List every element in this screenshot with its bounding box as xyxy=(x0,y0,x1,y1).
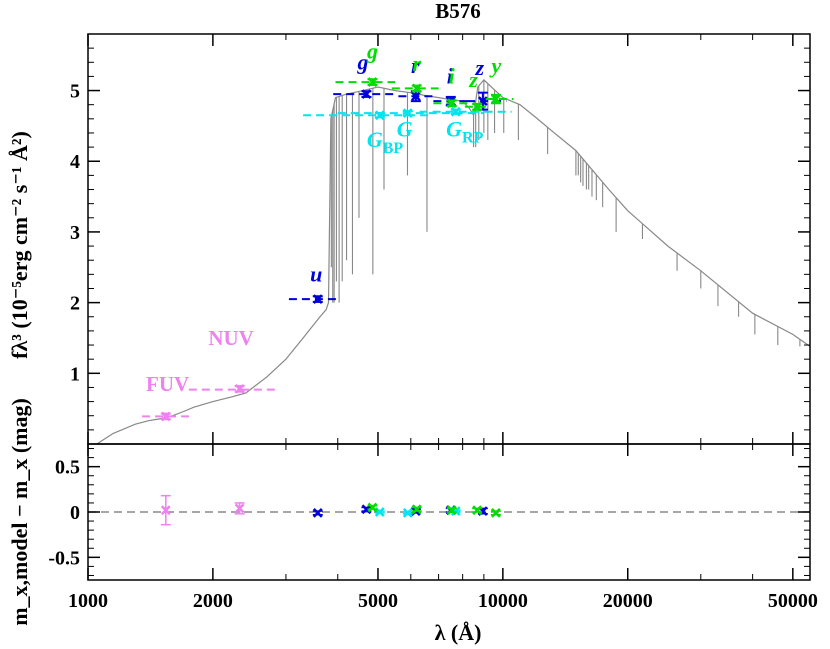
x-tick-label: 10000 xyxy=(478,590,528,612)
photometry-point-sdss-u xyxy=(312,294,323,304)
x-axis-label: λ (Å) xyxy=(435,620,482,645)
top-y-tick-label: 1 xyxy=(70,363,80,385)
bottom-y-tick-label: 0 xyxy=(70,502,80,524)
residual-point-galex-FUV xyxy=(160,505,171,516)
photometry-point-gaia-G_RP xyxy=(450,106,461,117)
residual-point-sdss-u xyxy=(312,508,323,518)
band-label-ps1-y: y xyxy=(489,53,502,78)
residual-point-galex-NUV xyxy=(234,503,245,514)
top-y-tick-label: 5 xyxy=(70,81,80,103)
top-y-axis-label: fλ³ (10⁻⁵erg cm⁻² s⁻¹ Å²) xyxy=(7,131,32,359)
band-label-ps1-r: r xyxy=(412,51,421,76)
bottom-y-axis-label: m_x,model − m_x (mag) xyxy=(7,398,32,626)
band-label-ps1-z: z xyxy=(468,67,478,92)
photometry-point-ps1-y xyxy=(490,94,501,104)
residual-point-ps1-z xyxy=(472,505,483,516)
top-y-tick-label: 4 xyxy=(70,151,80,173)
band-label-galex-NUV: NUV xyxy=(208,326,254,350)
residual-point-ps1-g xyxy=(367,502,378,513)
x-tick-label: 50000 xyxy=(768,590,818,612)
top-plot-frame xyxy=(87,33,811,445)
bottom-panel: -0.5 0 0.5 1000 2000 5000 10000 20000 50000 xyxy=(48,443,818,612)
bottom-axes: -0.5 0 0.5 1000 2000 5000 10000 20000 50000 xyxy=(48,443,818,612)
photometry-points xyxy=(142,77,514,422)
photometry-point-galex-FUV xyxy=(160,411,171,422)
band-label-sdss-z: z xyxy=(475,55,485,80)
residual-point-ps1-i xyxy=(446,505,457,516)
band-label-sdss-u: u xyxy=(310,261,322,286)
photometry-point-sdss-r xyxy=(410,91,421,102)
chart-title: B576 xyxy=(435,0,481,23)
band-label-ps1-i: i xyxy=(449,63,456,88)
bottom-y-tick-label: 0.5 xyxy=(55,457,80,479)
residual-point-ps1-r xyxy=(411,504,422,515)
model-spectrum xyxy=(96,79,810,444)
photometry-point-ps1-r xyxy=(411,83,422,94)
top-y-tick-label: 3 xyxy=(70,222,80,244)
photometry-point-sdss-g xyxy=(361,89,372,99)
x-tick-label: 1000 xyxy=(68,590,108,612)
band-label-sdss-i: i xyxy=(447,63,454,88)
residual-point-gaia-G xyxy=(402,508,413,518)
bottom-y-axis-label-text: m_x,model − m_x (mag) xyxy=(7,398,32,626)
photometry-point-gaia-G xyxy=(402,108,413,119)
top-y-axis-label-text: fλ³ (10⁻⁵erg cm⁻² s⁻¹ Å²) xyxy=(7,131,32,359)
photometry-point-ps1-z xyxy=(472,101,483,112)
band-label-ps1-g: g xyxy=(366,39,378,64)
x-tick-label: 20000 xyxy=(603,590,653,612)
band-label-gaia-G: G xyxy=(397,117,413,142)
model-continuum xyxy=(96,79,810,444)
top-axes: 1 2 3 4 5 xyxy=(70,33,811,445)
band-label-gaia-G_RP: GRP xyxy=(446,117,483,147)
x-tick-label: 2000 xyxy=(193,590,233,612)
residual-points xyxy=(88,494,810,526)
band-label-galex-FUV: FUV xyxy=(146,372,189,396)
photometry-point-ps1-g xyxy=(367,77,378,87)
bottom-y-tick-label: -0.5 xyxy=(48,547,80,569)
photometry-point-galex-NUV xyxy=(234,383,245,394)
residual-point-ps1-y xyxy=(490,508,501,518)
top-y-tick-label: 2 xyxy=(70,293,80,315)
band-label-sdss-r: r xyxy=(411,53,420,78)
band-label-gaia-G_BP: GBP xyxy=(367,127,404,157)
band-label-sdss-g: g xyxy=(356,49,368,74)
x-tick-label: 5000 xyxy=(358,590,398,612)
photometry-point-ps1-i xyxy=(446,98,457,109)
